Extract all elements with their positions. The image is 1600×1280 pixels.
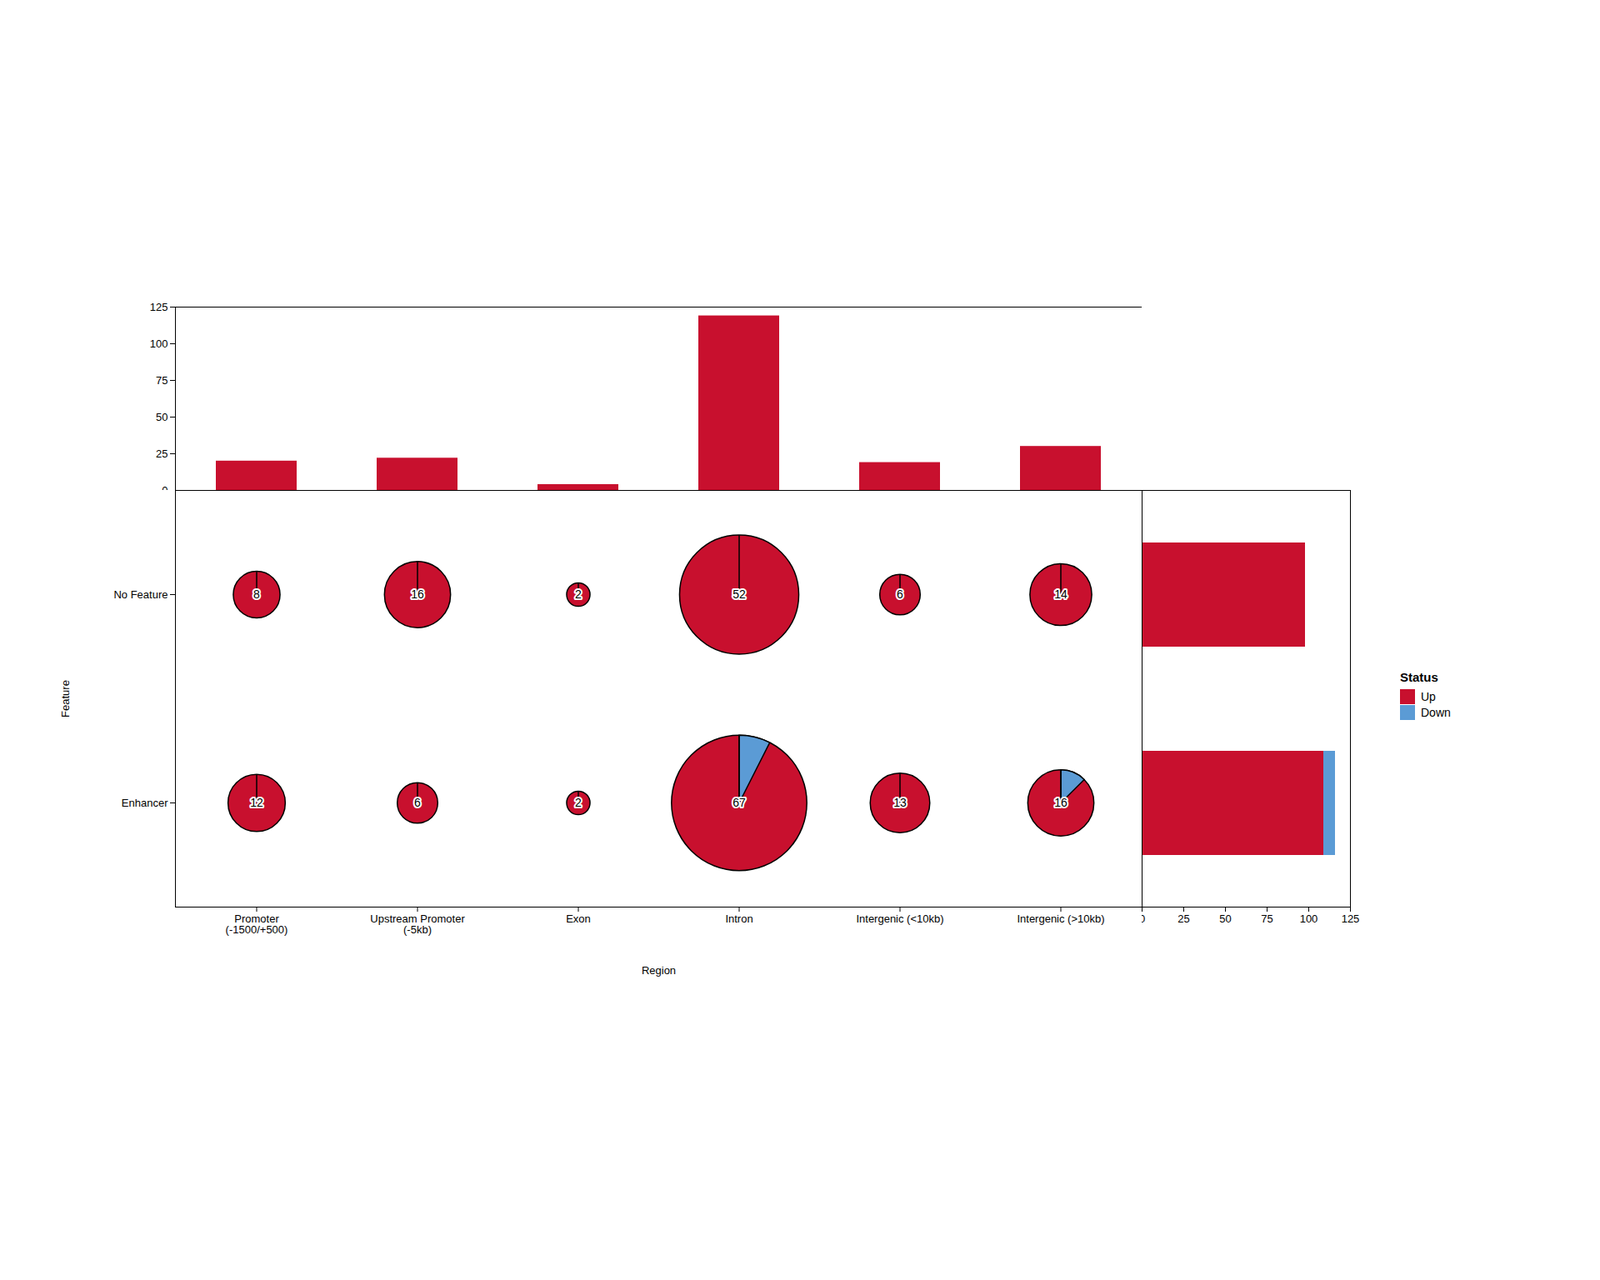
svg-text:12: 12 xyxy=(250,795,264,810)
html-text:Up: Up xyxy=(1420,690,1436,704)
svg-text:16: 16 xyxy=(1054,795,1068,810)
svg-text:16: 16 xyxy=(410,587,425,601)
svg-text:50: 50 xyxy=(155,410,168,424)
svg-text:6: 6 xyxy=(414,795,421,810)
svg-text:100: 100 xyxy=(150,337,169,350)
svg-text:2: 2 xyxy=(575,587,582,601)
svg-text:52: 52 xyxy=(732,587,746,601)
svg-text:13: 13 xyxy=(893,795,907,810)
svg-text:125: 125 xyxy=(150,300,169,314)
svg-text:Intron: Intron xyxy=(725,912,753,925)
svg-text:Promoter(-1500/+500): Promoter(-1500/+500) xyxy=(225,912,289,936)
svg-text:2: 2 xyxy=(575,795,582,810)
svg-text:75: 75 xyxy=(1260,912,1273,925)
svg-text:67: 67 xyxy=(732,795,746,810)
svg-text:14: 14 xyxy=(1054,587,1068,601)
svg-text:Enhancer: Enhancer xyxy=(121,796,169,810)
svg-text:0: 0 xyxy=(161,484,168,490)
svg-text:Exon: Exon xyxy=(565,912,591,925)
svg-text:Upstream Promoter(-5kb): Upstream Promoter(-5kb) xyxy=(370,912,465,936)
svg-text:75: 75 xyxy=(155,374,168,387)
svg-text:8: 8 xyxy=(253,587,260,601)
svg-text:Feature: Feature xyxy=(59,680,72,718)
svg-text:100: 100 xyxy=(1300,912,1319,925)
html-text:Status: Status xyxy=(1400,670,1439,685)
svg-text:0: 0 xyxy=(1141,912,1145,925)
svg-text:25: 25 xyxy=(1177,912,1190,925)
svg-text:Intergenic (>10kb): Intergenic (>10kb) xyxy=(1016,912,1105,925)
svg-text:Intergenic (<10kb): Intergenic (<10kb) xyxy=(855,912,944,925)
svg-text:25: 25 xyxy=(155,447,168,460)
svg-text:Region: Region xyxy=(641,964,676,977)
svg-text:No Feature: No Feature xyxy=(113,588,168,601)
html-text:Down: Down xyxy=(1420,705,1451,720)
svg-text:125: 125 xyxy=(1341,912,1360,925)
svg-text:50: 50 xyxy=(1219,912,1231,925)
svg-text:6: 6 xyxy=(896,587,904,601)
